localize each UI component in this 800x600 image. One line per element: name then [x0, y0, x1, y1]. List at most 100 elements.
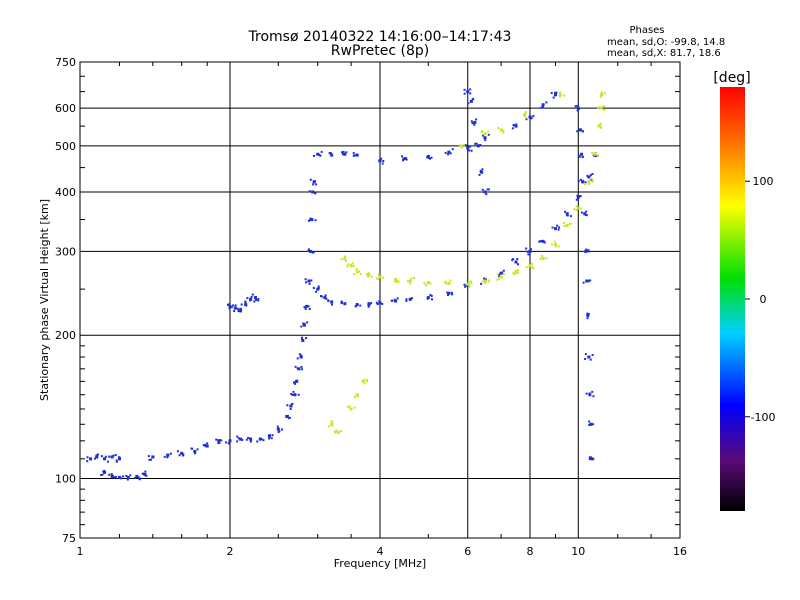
data-point [426, 296, 430, 300]
data-point [597, 124, 601, 128]
data-point [553, 243, 557, 247]
data-point [596, 106, 599, 109]
data-point [368, 303, 371, 306]
data-point [378, 301, 382, 305]
data-point [558, 226, 561, 229]
data-point [367, 302, 370, 305]
data-point [517, 263, 520, 266]
data-point [393, 298, 396, 301]
data-point [579, 207, 582, 210]
data-point [145, 474, 148, 477]
data-point [603, 105, 606, 108]
data-point [545, 101, 548, 104]
data-point [343, 152, 347, 156]
data-point [267, 434, 271, 438]
data-point [376, 303, 379, 306]
x-tick-label: 4 [377, 545, 384, 558]
y-tick-label: 400 [55, 186, 76, 199]
data-point [514, 270, 518, 274]
data-point [517, 271, 520, 274]
data-point [310, 218, 314, 222]
data-point [316, 287, 320, 291]
data-point [540, 240, 543, 243]
data-point [573, 208, 576, 211]
data-point [330, 422, 334, 426]
data-point [588, 420, 591, 423]
data-point [487, 188, 490, 191]
data-point [402, 159, 405, 162]
data-point [545, 257, 548, 260]
data-point [551, 243, 554, 246]
data-point [247, 436, 250, 439]
data-point [530, 262, 533, 265]
data-point [517, 269, 520, 272]
data-point [307, 305, 310, 308]
data-point [253, 296, 257, 300]
data-point [215, 438, 218, 441]
data-point [429, 294, 432, 297]
data-point [96, 455, 99, 458]
data-point [526, 250, 529, 253]
data-point [589, 174, 592, 177]
data-point [577, 107, 580, 110]
data-point [361, 379, 365, 383]
data-point [553, 227, 557, 231]
data-point [180, 451, 184, 455]
data-point [542, 257, 545, 260]
data-point [299, 356, 302, 359]
data-point [468, 281, 471, 284]
data-point [233, 306, 237, 310]
data-point [341, 151, 344, 154]
data-point [249, 299, 252, 302]
data-point [449, 152, 452, 155]
data-point [552, 96, 555, 99]
data-point [249, 437, 252, 440]
x-tick-label: 6 [464, 545, 471, 558]
data-point [378, 300, 381, 303]
data-point [569, 215, 572, 218]
data-point [307, 248, 310, 251]
data-point [217, 439, 220, 442]
data-point [499, 275, 503, 279]
data-point [359, 272, 362, 275]
data-point [481, 188, 484, 191]
data-point [365, 378, 368, 381]
data-point [315, 290, 318, 293]
data-point [348, 405, 351, 408]
colorbar-tick-label: 100 [753, 175, 774, 188]
data-point [574, 105, 577, 108]
data-point [592, 423, 595, 426]
data-point [584, 182, 587, 185]
data-point [541, 239, 545, 243]
data-point [305, 304, 309, 308]
data-point [311, 251, 314, 254]
data-point [336, 430, 340, 434]
data-point [293, 393, 297, 397]
data-point [559, 91, 562, 94]
data-point [426, 154, 430, 158]
data-point [527, 253, 530, 256]
data-point [246, 297, 249, 300]
data-point [333, 430, 336, 433]
data-point [426, 297, 429, 300]
data-point [556, 224, 559, 227]
data-point [468, 285, 471, 288]
data-point [309, 217, 312, 220]
data-point [330, 301, 333, 304]
data-point [240, 308, 243, 311]
data-point [581, 130, 584, 133]
data-point [307, 279, 311, 283]
data-point [444, 281, 447, 284]
data-point [502, 131, 505, 134]
data-point [302, 323, 306, 327]
data-point [117, 457, 121, 461]
data-point [107, 460, 110, 463]
data-point [511, 259, 514, 262]
data-point [395, 281, 398, 284]
y-axis-label: Stationary phase Virtual Height [km] [38, 199, 51, 401]
data-point [585, 392, 588, 395]
data-point [249, 297, 253, 301]
data-point [115, 460, 118, 463]
points-layer [86, 88, 606, 481]
data-point [603, 108, 606, 111]
